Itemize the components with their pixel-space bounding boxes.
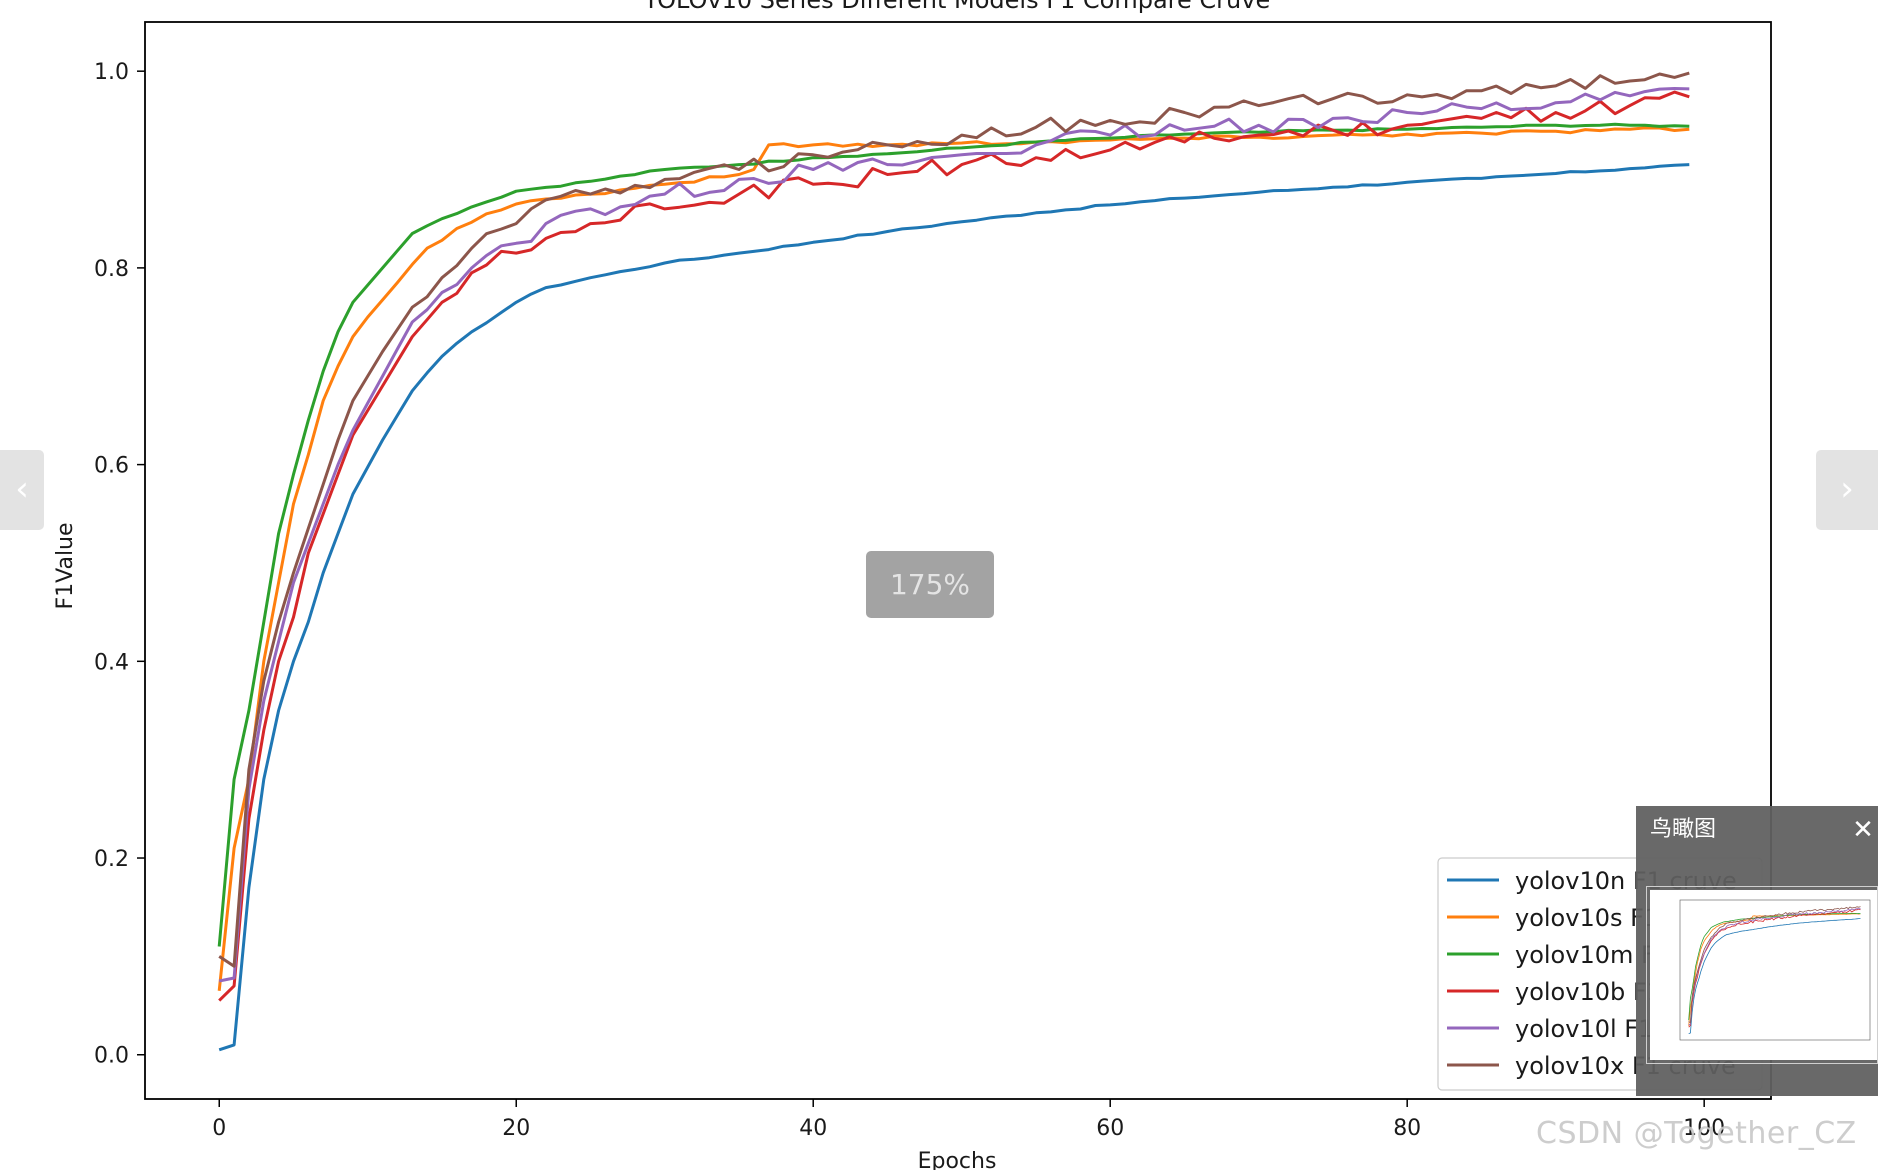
birdseye-title: 鸟瞰图 <box>1650 817 1717 842</box>
x-tick-label: 20 <box>502 1116 530 1141</box>
series-line-yolov10m <box>217 122 1690 947</box>
y-tick-label: 1.0 <box>94 60 129 85</box>
series-line-yolov10l <box>218 87 1690 983</box>
birdseye-thumbnail[interactable] <box>1650 890 1878 1060</box>
y-tick-label: 0.6 <box>94 454 129 479</box>
series-line-yolov10x <box>218 71 1690 968</box>
plot-frame <box>144 21 1772 1100</box>
next-image-button[interactable]: › <box>1816 450 1878 530</box>
thumb-series-line <box>1688 908 1861 1028</box>
x-tick-label: 0 <box>212 1116 226 1141</box>
zoom-level-badge: 175% <box>866 551 994 618</box>
y-tick-label: 0.8 <box>94 257 129 282</box>
x-tick-label: 80 <box>1393 1116 1421 1141</box>
close-icon[interactable]: ✕ <box>1852 815 1874 845</box>
series-line-yolov10s <box>217 126 1690 991</box>
series-line-yolov10b <box>218 90 1690 1002</box>
thumb-series-line <box>1688 908 1861 1026</box>
thumb-frame <box>1679 899 1871 1041</box>
y-tick-label: 0.0 <box>94 1044 129 1069</box>
thumb-series-line <box>1688 912 1861 1021</box>
x-tick-label: 40 <box>799 1116 827 1141</box>
chevron-left-icon: ‹ <box>15 469 29 509</box>
x-tick-label: 60 <box>1096 1116 1124 1141</box>
watermark: CSDN @Together_CZ <box>1536 1116 1857 1151</box>
x-tick-label: 100 <box>1683 1116 1725 1141</box>
y-tick-label: 0.2 <box>94 847 129 872</box>
y-tick-label: 0.4 <box>94 650 129 675</box>
series-line-yolov10n <box>218 163 1690 1052</box>
chart-title: YOLOv10 Series Different Models F1 Compa… <box>643 0 1270 14</box>
birdseye-panel[interactable]: 鸟瞰图 ✕ <box>1636 806 1878 1096</box>
chevron-right-icon: › <box>1840 469 1854 509</box>
x-axis-label: Epochs <box>918 1149 997 1170</box>
previous-image-button[interactable]: ‹ <box>0 450 44 530</box>
thumb-series-line <box>1688 906 1861 1024</box>
y-axis-label: F1Value <box>53 522 78 609</box>
thumb-series-line <box>1688 913 1861 1026</box>
thumb-series-line <box>1688 918 1861 1034</box>
